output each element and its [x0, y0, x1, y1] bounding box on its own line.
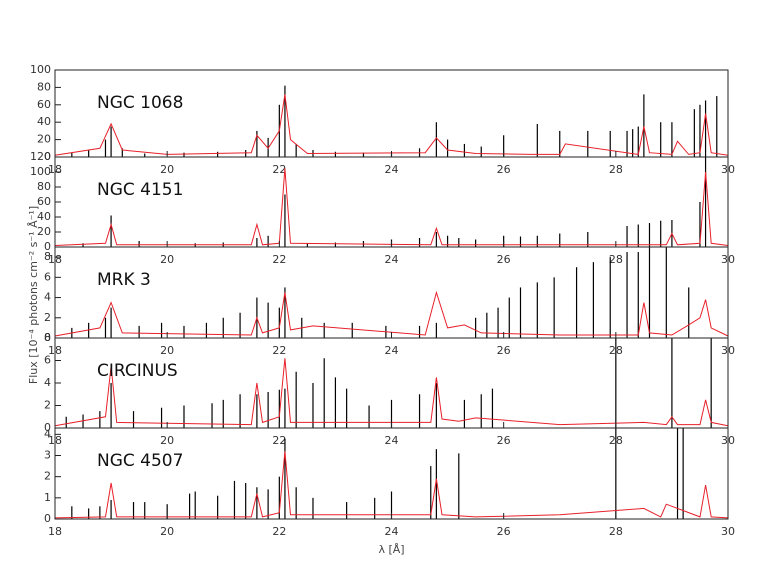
panel-title: MRK 3 — [97, 270, 151, 290]
y-tick-label: 0 — [44, 421, 51, 434]
y-tick-label: 20 — [37, 133, 51, 146]
model-curve — [54, 451, 729, 519]
y-tick-label: 8 — [44, 250, 51, 263]
y-tick-label: 120 — [30, 150, 51, 163]
y-tick-label: 4 — [44, 291, 51, 304]
panel-title: NGC 4507 — [97, 451, 183, 471]
model-curve — [54, 94, 729, 156]
y-tick-label: 8 — [44, 331, 51, 344]
y-tick-label: 80 — [37, 80, 51, 93]
x-tick-label: 26 — [497, 434, 511, 447]
x-tick-label: 24 — [385, 253, 399, 266]
y-tick-label: 2 — [44, 470, 51, 483]
x-tick-label: 24 — [385, 525, 399, 538]
y-axis-label: Flux [10⁻⁴ photons cm⁻² s⁻¹ Å⁻¹] — [27, 206, 40, 384]
x-axis-label: λ [Å] — [378, 543, 404, 556]
y-tick-label: 6 — [44, 270, 51, 283]
y-tick-label: 2 — [44, 399, 51, 412]
x-tick-label: 24 — [385, 344, 399, 357]
x-tick-label: 18 — [48, 525, 62, 538]
x-tick-label: 26 — [497, 163, 511, 176]
x-tick-label: 20 — [160, 163, 174, 176]
x-tick-label: 26 — [497, 525, 511, 538]
panel-title: NGC 4151 — [97, 180, 183, 200]
x-tick-label: 24 — [385, 163, 399, 176]
x-tick-label: 22 — [272, 525, 286, 538]
y-tick-label: 60 — [37, 195, 51, 208]
x-tick-label: 22 — [272, 163, 286, 176]
model-curve — [54, 168, 729, 246]
x-tick-label: 20 — [160, 253, 174, 266]
y-tick-label: 80 — [37, 180, 51, 193]
x-tick-label: 26 — [497, 253, 511, 266]
y-tick-label: 6 — [44, 354, 51, 367]
y-tick-label: 4 — [44, 376, 51, 389]
y-tick-label: 1 — [44, 491, 51, 504]
x-tick-label: 22 — [272, 344, 286, 357]
y-tick-label: 100 — [30, 165, 51, 178]
y-tick-label: 2 — [44, 311, 51, 324]
y-tick-label: 0 — [44, 331, 51, 344]
y-tick-label: 3 — [44, 449, 51, 462]
y-tick-label: 0 — [44, 150, 51, 163]
x-tick-label: 20 — [160, 525, 174, 538]
y-tick-label: 40 — [37, 115, 51, 128]
y-tick-label: 0 — [44, 240, 51, 253]
x-tick-label: 22 — [272, 434, 286, 447]
y-tick-label: 20 — [37, 225, 51, 238]
panel-title: CIRCINUS — [97, 361, 178, 381]
x-tick-label: 20 — [160, 434, 174, 447]
x-tick-label: 26 — [497, 344, 511, 357]
model-curve — [54, 290, 729, 337]
x-tick-label: 30 — [721, 525, 735, 538]
model-curve — [54, 358, 729, 427]
x-tick-label: 28 — [609, 253, 623, 266]
y-tick-label: 60 — [37, 98, 51, 111]
y-tick-label: 4 — [44, 427, 51, 440]
y-tick-label: 40 — [37, 210, 51, 223]
x-tick-label: 28 — [609, 525, 623, 538]
panel-title: NGC 1068 — [97, 93, 183, 113]
x-tick-label: 20 — [160, 344, 174, 357]
x-tick-label: 28 — [609, 163, 623, 176]
y-tick-label: 100 — [30, 63, 51, 76]
x-tick-label: 22 — [272, 253, 286, 266]
x-tick-label: 24 — [385, 434, 399, 447]
y-tick-label: 0 — [44, 512, 51, 525]
